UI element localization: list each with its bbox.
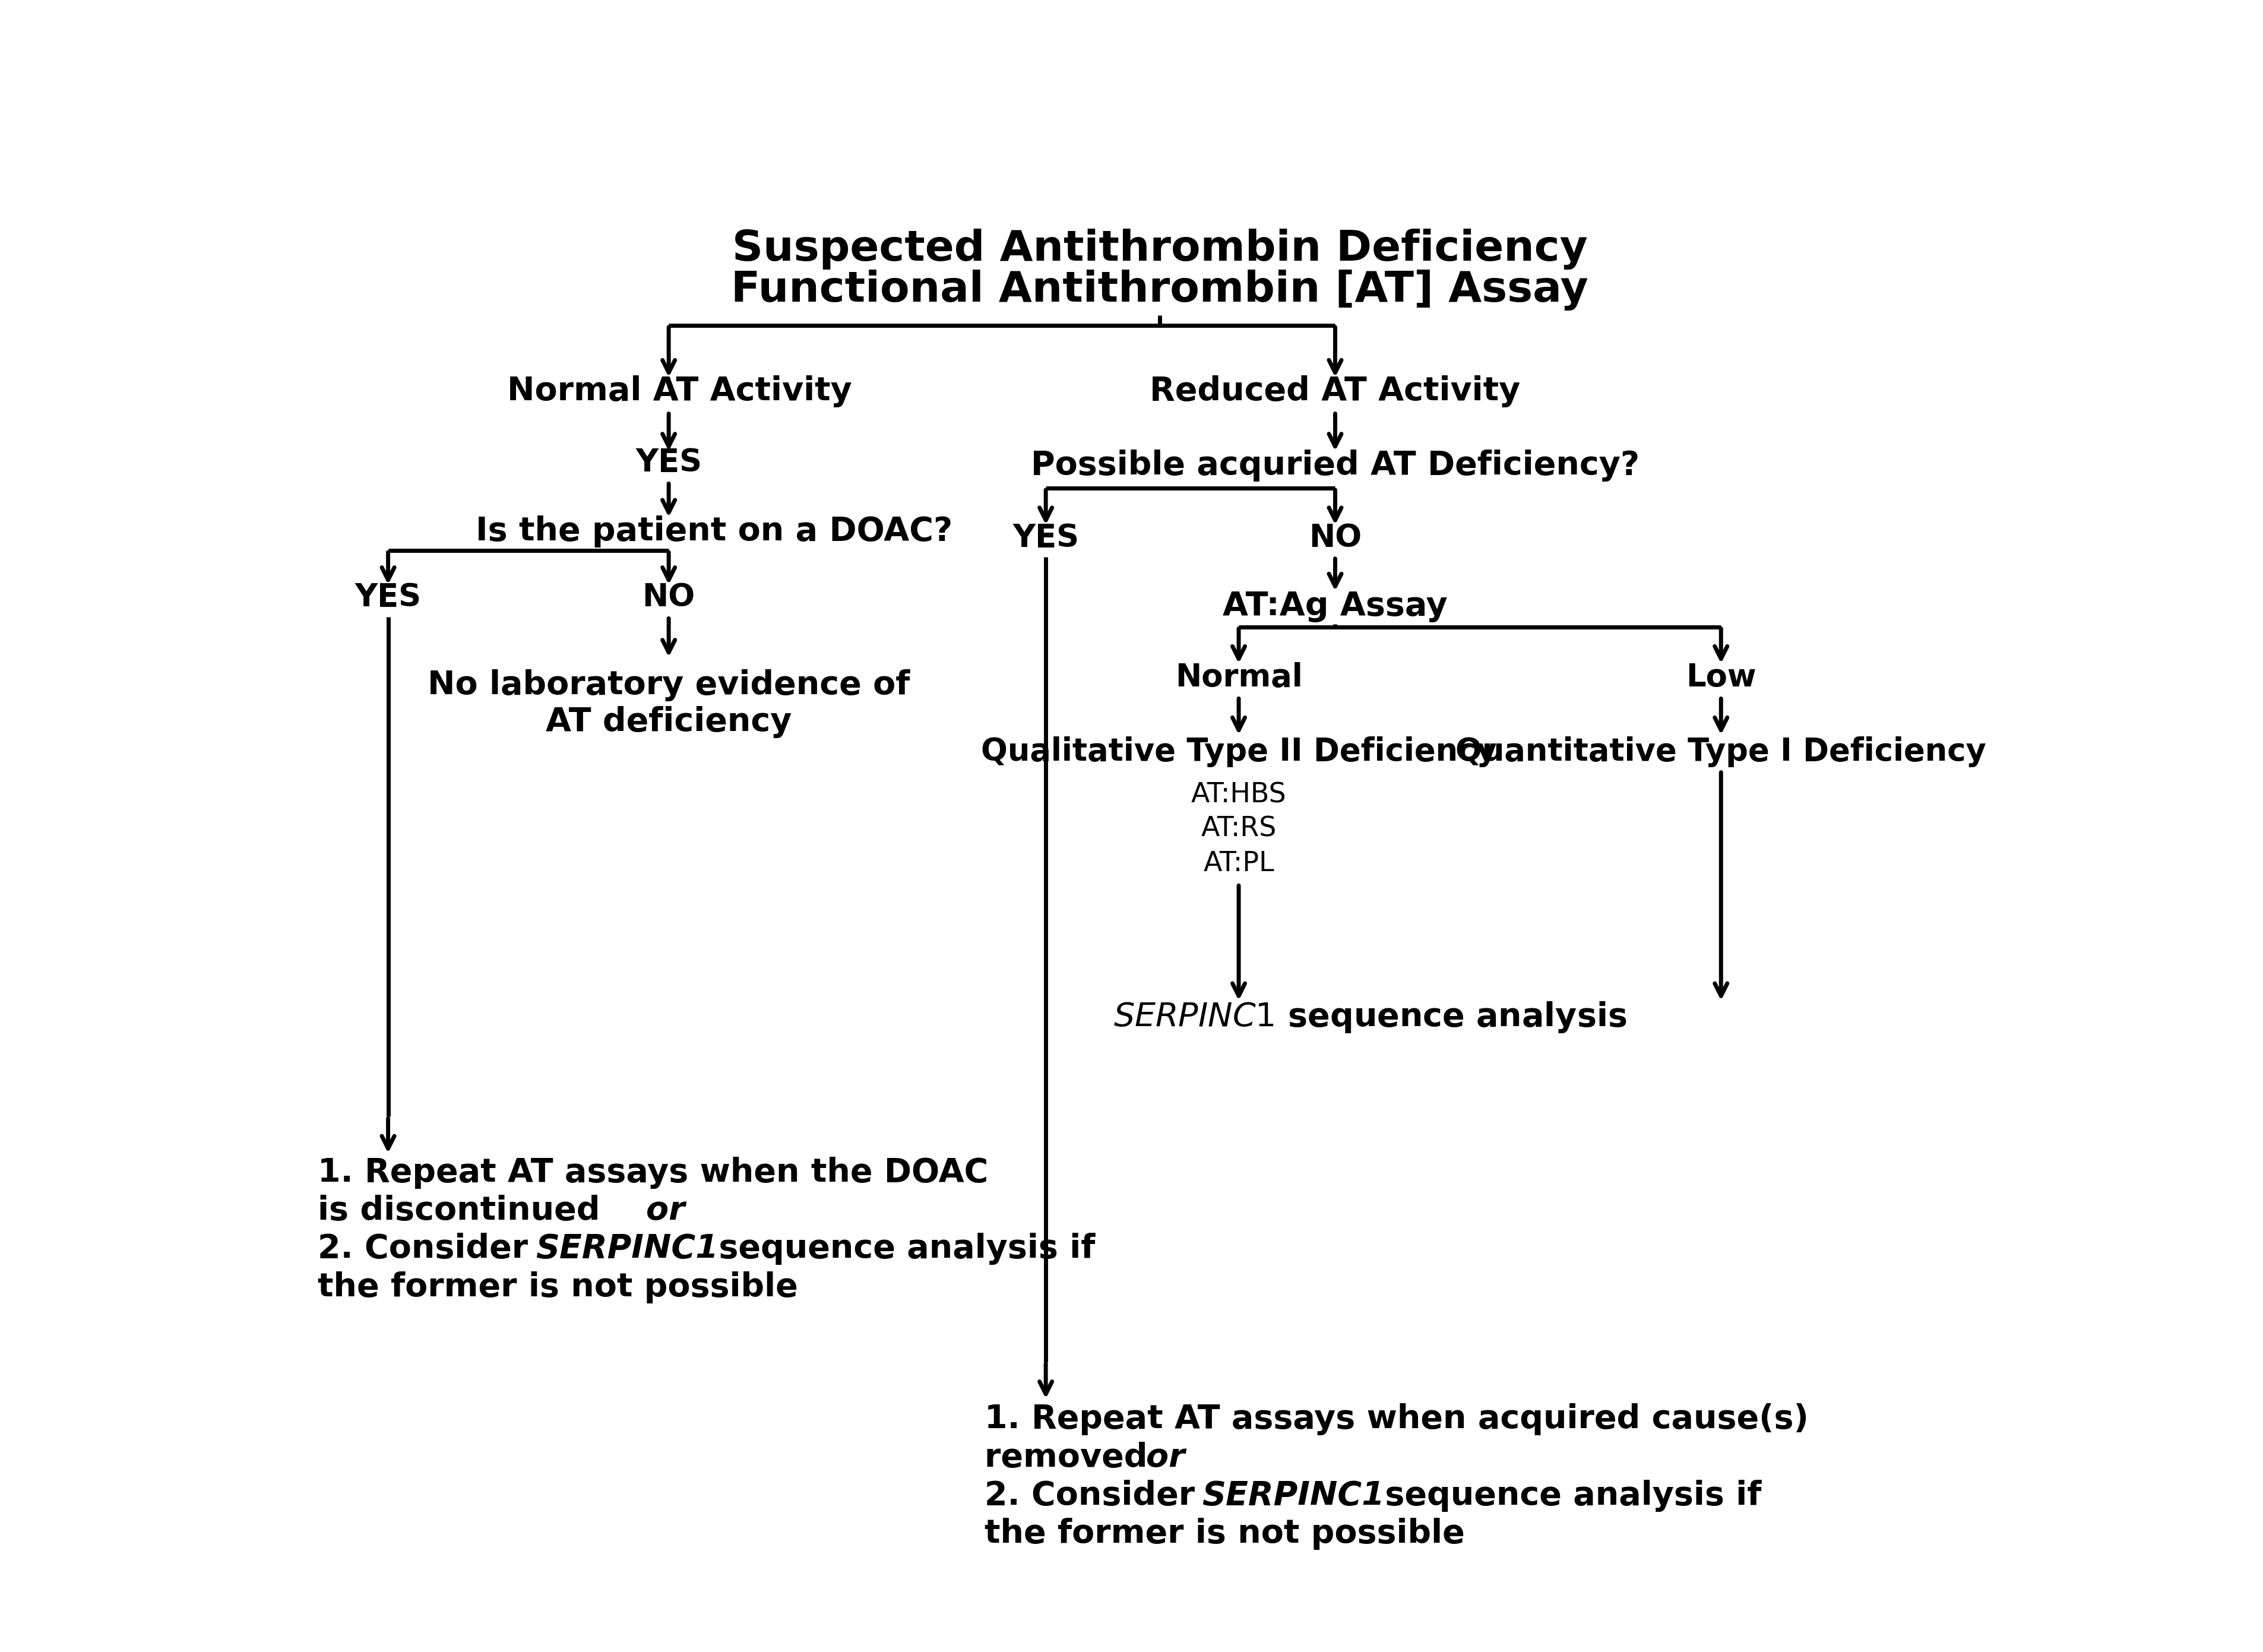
Text: SERPINC1: SERPINC1 <box>536 1232 717 1265</box>
Text: $\mathit{SERPINC1}$ sequence analysis: $\mathit{SERPINC1}$ sequence analysis <box>1113 999 1627 1034</box>
Text: NO: NO <box>1308 522 1362 553</box>
Text: Possible acquried AT Deficiency?: Possible acquried AT Deficiency? <box>1032 449 1638 481</box>
Text: YES: YES <box>355 582 421 613</box>
Text: No laboratory evidence of: No laboratory evidence of <box>428 669 910 702</box>
Text: AT:PL: AT:PL <box>1204 851 1274 877</box>
Text: Normal AT Activity: Normal AT Activity <box>507 375 853 408</box>
Text: Functional Antithrombin [AT] Assay: Functional Antithrombin [AT] Assay <box>731 269 1589 311</box>
Text: Is the patient on a DOAC?: Is the patient on a DOAC? <box>475 515 953 547</box>
Text: AT deficiency: AT deficiency <box>545 707 792 738</box>
Text: Normal: Normal <box>1174 662 1303 694</box>
Text: 2. Consider: 2. Consider <box>984 1480 1206 1512</box>
Text: SERPINC1: SERPINC1 <box>1202 1480 1385 1512</box>
Text: 1. Repeat AT assays when the DOAC: 1. Repeat AT assays when the DOAC <box>317 1156 989 1189</box>
Text: YES: YES <box>1012 522 1079 553</box>
Text: NO: NO <box>643 582 695 613</box>
Text: the former is not possible: the former is not possible <box>317 1270 799 1303</box>
Text: 1. Repeat AT assays when acquired cause(s): 1. Repeat AT assays when acquired cause(… <box>984 1403 1808 1436</box>
Text: AT:Ag Assay: AT:Ag Assay <box>1222 590 1448 623</box>
Text: Suspected Antithrombin Deficiency: Suspected Antithrombin Deficiency <box>731 228 1589 269</box>
Text: Reduced AT Activity: Reduced AT Activity <box>1150 375 1521 408</box>
Text: Quantitative Type I Deficiency: Quantitative Type I Deficiency <box>1455 737 1987 767</box>
Text: or: or <box>645 1194 686 1227</box>
Text: AT:HBS: AT:HBS <box>1190 781 1285 808</box>
Text: Low: Low <box>1686 662 1756 694</box>
Text: sequence analysis if: sequence analysis if <box>708 1232 1095 1265</box>
Text: the former is not possible: the former is not possible <box>984 1518 1464 1550</box>
Text: removed: removed <box>984 1442 1159 1474</box>
Text: or: or <box>1145 1442 1184 1474</box>
Text: sequence analysis if: sequence analysis if <box>1374 1480 1761 1512</box>
Text: 2. Consider: 2. Consider <box>317 1232 541 1265</box>
Text: is discontinued: is discontinued <box>317 1194 611 1227</box>
Text: AT:RS: AT:RS <box>1202 816 1276 843</box>
Text: YES: YES <box>636 448 702 479</box>
Text: Qualitative Type II Deficiency: Qualitative Type II Deficiency <box>980 737 1496 767</box>
